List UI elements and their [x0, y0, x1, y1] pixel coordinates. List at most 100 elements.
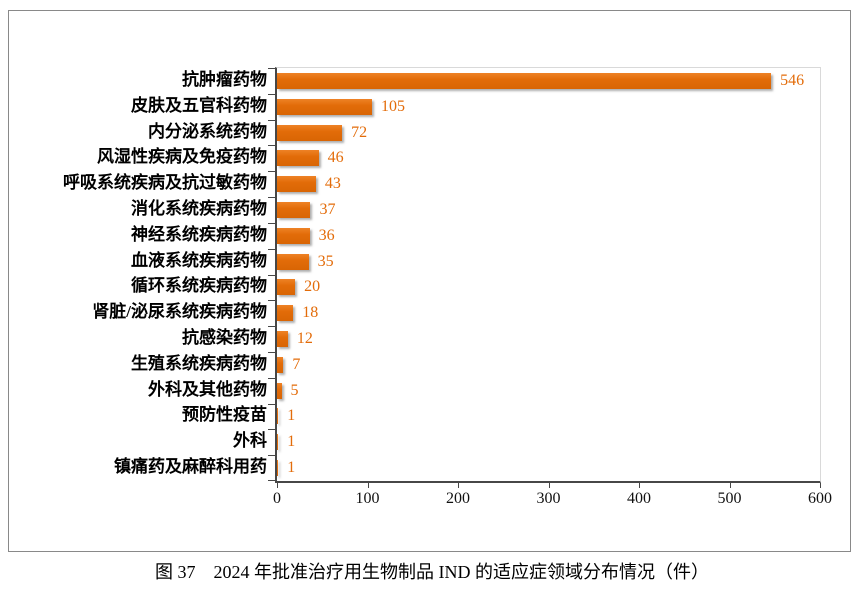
bar: [277, 382, 282, 399]
value-label: 43: [324, 175, 341, 193]
value-label: 72: [351, 123, 368, 141]
y-axis-tick: [268, 403, 277, 405]
value-label: 105: [381, 97, 406, 115]
x-axis-tick: [367, 483, 369, 488]
bar-row: 5: [277, 378, 820, 404]
x-axis-tick-label: 600: [808, 490, 832, 507]
category-label: 血液系统疾病药物: [131, 250, 267, 270]
bar-row: 43: [277, 171, 820, 197]
category-label: 神经系统疾病药物: [131, 224, 267, 244]
y-axis-tick: [268, 145, 277, 147]
x-axis-tick-label: 300: [536, 490, 561, 507]
bar: [277, 408, 279, 425]
category-label: 抗肿瘤药物: [182, 70, 267, 89]
category-label: 皮肤及五官科药物: [131, 95, 267, 115]
bar: [277, 459, 279, 476]
figure-caption: 图 37 2024 年批准治疗用生物制品 IND 的适应症领域分布情况（件）: [155, 562, 709, 582]
x-axis-tick-label: 400: [627, 490, 651, 507]
bar-row: 72: [277, 120, 820, 146]
y-axis-tick: [268, 68, 277, 69]
category-label: 内分泌系统药物: [148, 121, 267, 141]
category-label: 预防性疫苗: [182, 405, 267, 425]
y-axis-tick: [268, 119, 277, 121]
y-axis-tick: [268, 351, 277, 353]
x-axis-tick-label: 100: [355, 490, 380, 507]
bar-row: 1: [277, 429, 820, 455]
y-axis-tick: [268, 326, 277, 328]
x-axis-tick-label: 0: [273, 490, 281, 507]
bar-row: 46: [277, 145, 820, 171]
chart-frame: 抗肿瘤药物皮肤及五官科药物内分泌系统药物风湿性疾病及免疫药物呼吸系统疾病及抗过敏…: [8, 10, 851, 552]
y-axis-tick: [268, 480, 277, 481]
value-label: 37: [319, 200, 336, 218]
bar-row: 1: [277, 455, 820, 481]
bar-row: 20: [277, 274, 820, 300]
x-axis-tick-label: 200: [446, 490, 470, 507]
y-axis-tick: [268, 171, 277, 173]
x-axis-tick: [548, 483, 550, 488]
y-axis-tick: [268, 429, 277, 431]
bar: [277, 253, 309, 270]
bar: [277, 201, 311, 218]
bar-row: 36: [277, 223, 820, 249]
value-label: 7: [292, 355, 301, 373]
y-axis-tick: [268, 248, 277, 250]
category-label: 生殖系统疾病药物: [131, 353, 267, 373]
bar: [277, 279, 296, 296]
value-label: 46: [327, 149, 344, 167]
x-axis-tick: [729, 483, 731, 488]
x-axis-tick: [277, 483, 278, 488]
bar-row: 7: [277, 352, 820, 378]
bar-row: 35: [277, 249, 820, 275]
bar-row: 105: [277, 94, 820, 120]
category-label: 抗感染药物: [182, 327, 267, 347]
y-axis-tick: [268, 300, 277, 302]
bar-row: 546: [277, 68, 820, 94]
value-label: 18: [302, 304, 319, 322]
bar-row: 37: [277, 197, 820, 223]
value-label: 12: [296, 329, 313, 347]
x-axis-tick-label: 500: [717, 490, 742, 507]
value-label: 36: [318, 226, 335, 244]
bar: [277, 305, 294, 322]
bar: [277, 356, 284, 373]
plot-area: 546 105 72 46 43 37 36 35 20 18 12 7 5 1 1 1 0 100 200 300 4…: [268, 67, 832, 507]
y-axis-tick: [268, 222, 277, 224]
x-axis-tick: [639, 483, 640, 488]
category-label: 风湿性疾病及免疫药物: [97, 147, 267, 167]
bar: [277, 73, 772, 89]
bar-row: 18: [277, 300, 820, 326]
value-label: 35: [317, 252, 334, 270]
category-label: 镇痛药及麻醉科用药: [114, 456, 267, 476]
value-label: 20: [304, 278, 321, 296]
category-label: 消化系统疾病药物: [131, 198, 267, 218]
bar: [277, 330, 288, 347]
value-label: 1: [287, 433, 296, 451]
y-axis-tick: [268, 455, 277, 457]
category-label: 呼吸系统疾病及抗过敏药物: [63, 173, 267, 193]
value-label: 1: [287, 458, 296, 476]
value-label: 546: [780, 72, 805, 89]
category-label: 肾脏/泌尿系统疾病药物: [92, 302, 267, 322]
value-label: 1: [287, 407, 296, 425]
value-label: 5: [290, 381, 299, 399]
y-axis-tick: [268, 377, 277, 379]
category-label: 循环系统疾病药物: [131, 276, 267, 296]
y-axis-tick: [268, 274, 277, 276]
bar: [277, 227, 310, 244]
y-axis-tick: [268, 197, 277, 199]
x-axis-tick: [458, 483, 459, 488]
bar: [277, 434, 279, 451]
x-axis-tick: [820, 483, 821, 488]
bar: [277, 124, 343, 141]
bar: [277, 98, 373, 115]
bar-row: 12: [277, 326, 820, 352]
category-label: 外科及其他药物: [148, 379, 267, 399]
category-axis: 抗肿瘤药物皮肤及五官科药物内分泌系统药物风湿性疾病及免疫药物呼吸系统疾病及抗过敏…: [15, 67, 267, 480]
bar-row: 1: [277, 403, 820, 429]
category-label: 外科: [233, 431, 267, 451]
bar: [277, 176, 316, 193]
bar: [277, 150, 319, 167]
y-axis-tick: [268, 93, 277, 95]
